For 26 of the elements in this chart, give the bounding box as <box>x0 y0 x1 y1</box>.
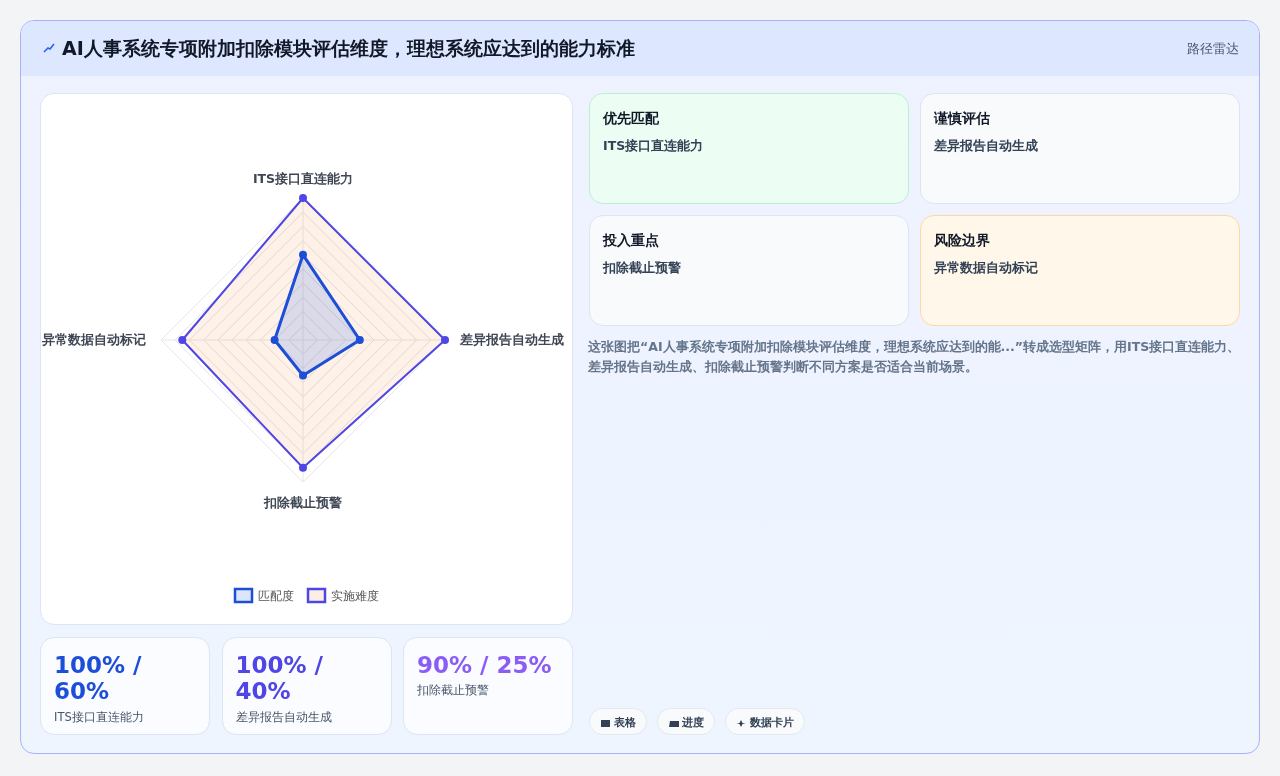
text: 优先匹配 <box>603 110 659 128</box>
text: 异常数据自动标记 <box>934 260 1038 277</box>
text: ITS接口直连能力 <box>603 138 704 155</box>
text: 数据卡片 <box>750 716 794 729</box>
text: 100% / 40% <box>235 652 324 704</box>
text: 差异报告自动生成 <box>934 138 1038 155</box>
spoke-label: 扣除截止预警 <box>263 495 342 510</box>
spoke-label: ITS接口直连能力 <box>252 171 354 186</box>
text: 扣除截止预警 <box>603 260 681 277</box>
chart-title: AI人事系统专项附加扣除模块评估维度，理想系统应达到的能力标准 <box>62 36 635 61</box>
text: 90% / 25% <box>417 652 553 678</box>
legend-label: 匹配度 <box>258 589 294 603</box>
text: 谨慎评估 <box>934 110 990 128</box>
text: ITS接口直连能力 <box>54 710 144 725</box>
text: 扣除截止预警 <box>417 683 489 698</box>
text: 100% / 60% <box>54 652 143 704</box>
text: 路径雷达 <box>1187 40 1239 58</box>
text: 差异报告自动生成 <box>235 710 332 725</box>
text: 这张图把“AI人事系统专项附加扣除模块评估维度，理想系统应达到的能...”转成选型矩阵，用ITS接口直连能力、差异报告自动生成、扣除截止预警判断不同方案是否适合当前场景。 <box>588 338 1242 376</box>
text: 表格 <box>614 716 636 729</box>
text: 进度 <box>682 716 704 729</box>
spoke-label: 差异报告自动生成 <box>459 332 564 347</box>
spoke-label: 异常数据自动标记 <box>41 332 146 347</box>
text: 风险边界 <box>934 232 990 250</box>
text: 投入重点 <box>603 232 659 250</box>
legend-label: 实施难度 <box>331 589 379 603</box>
